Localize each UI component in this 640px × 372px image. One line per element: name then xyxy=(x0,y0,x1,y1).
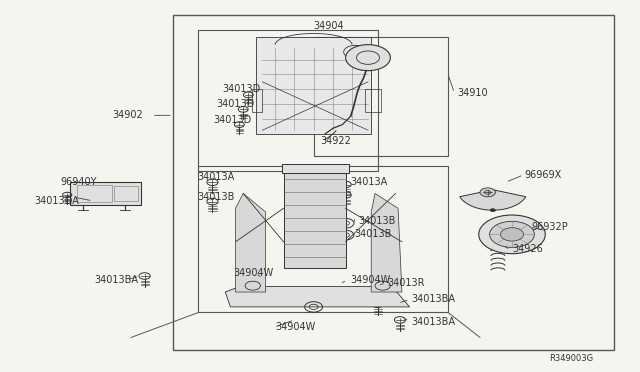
Bar xyxy=(365,89,381,112)
Text: 34013A: 34013A xyxy=(351,177,388,187)
Text: 34013D: 34013D xyxy=(213,115,252,125)
Text: 34013B: 34013B xyxy=(354,230,391,239)
Text: 34013B: 34013B xyxy=(197,192,234,202)
Bar xyxy=(256,37,371,134)
Text: 34013BA: 34013BA xyxy=(95,275,139,285)
Bar xyxy=(198,166,448,312)
Text: 34013A: 34013A xyxy=(197,173,234,182)
Polygon shape xyxy=(371,193,402,292)
Circle shape xyxy=(480,188,495,197)
Text: 34910: 34910 xyxy=(458,88,488,98)
Polygon shape xyxy=(236,193,266,292)
Bar xyxy=(198,30,378,171)
Bar xyxy=(282,164,349,173)
Bar xyxy=(252,89,262,112)
Bar xyxy=(314,37,448,156)
Text: 34013D: 34013D xyxy=(216,99,255,109)
Text: R349003G: R349003G xyxy=(549,355,593,363)
Text: 34013R: 34013R xyxy=(387,278,425,288)
Text: 96932P: 96932P xyxy=(531,222,568,232)
Text: 34902: 34902 xyxy=(112,110,143,120)
Text: 34013BA: 34013BA xyxy=(411,295,455,304)
Polygon shape xyxy=(225,286,410,307)
Text: 34013B: 34013B xyxy=(358,217,396,226)
Text: 34904W: 34904W xyxy=(275,323,316,332)
Bar xyxy=(70,182,141,205)
Circle shape xyxy=(490,221,534,247)
Text: 34904: 34904 xyxy=(314,21,344,31)
Text: 34904W: 34904W xyxy=(351,275,391,285)
Text: 34013BA: 34013BA xyxy=(411,317,455,327)
Bar xyxy=(284,173,346,268)
Text: 34904W: 34904W xyxy=(234,269,274,278)
Circle shape xyxy=(346,45,390,71)
Bar xyxy=(173,15,614,350)
Bar xyxy=(114,186,138,201)
Text: 96969X: 96969X xyxy=(525,170,562,180)
Text: 34013DA: 34013DA xyxy=(34,196,79,206)
Text: 34926: 34926 xyxy=(512,244,543,254)
Circle shape xyxy=(500,228,524,241)
Circle shape xyxy=(490,209,495,212)
Text: 96940Y: 96940Y xyxy=(61,177,97,187)
Polygon shape xyxy=(460,190,526,210)
Bar xyxy=(77,185,112,202)
Text: 34013D: 34013D xyxy=(223,84,261,94)
Text: 34922: 34922 xyxy=(320,137,351,146)
Circle shape xyxy=(479,215,545,254)
